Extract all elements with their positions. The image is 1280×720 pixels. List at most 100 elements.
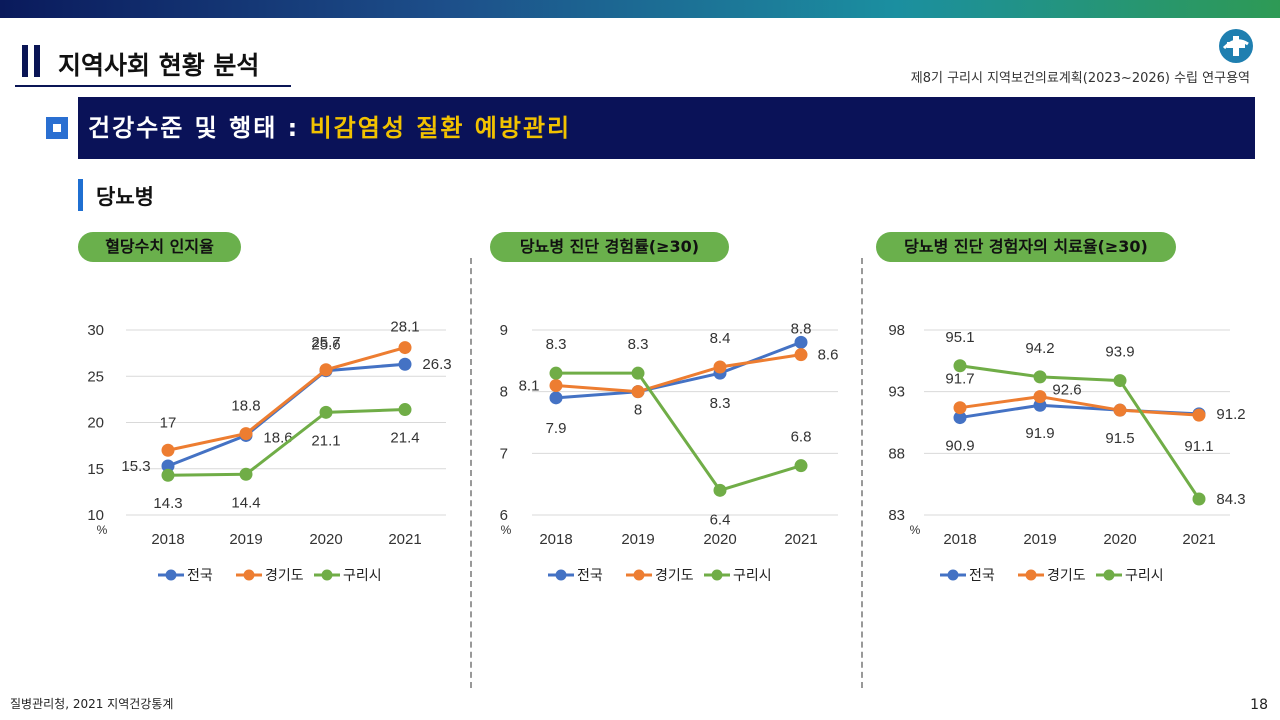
- x-tick-label: 2019: [1023, 531, 1056, 548]
- data-label: 14.3: [153, 495, 182, 512]
- data-label: 8: [634, 402, 642, 419]
- series-line-1: [959, 395, 1200, 417]
- data-point: [1033, 370, 1047, 384]
- x-tick-label: 2019: [229, 531, 262, 548]
- data-label: 25.7: [311, 334, 340, 351]
- data-point: [398, 403, 412, 417]
- data-label: 93.9: [1105, 344, 1134, 361]
- data-label: 91.9: [1025, 425, 1054, 442]
- data-label: 84.3: [1216, 491, 1245, 508]
- data-label: 8.6: [818, 347, 839, 364]
- data-point: [713, 483, 727, 497]
- legend-label: 전국: [577, 567, 603, 583]
- legend-swatch-marker: [633, 569, 645, 581]
- data-point: [161, 459, 175, 473]
- data-point: [549, 391, 563, 405]
- data-point: [319, 405, 333, 419]
- x-tick-label: 2018: [943, 531, 976, 548]
- data-label: 18.6: [263, 429, 292, 446]
- y-tick-label: 83: [888, 507, 905, 524]
- data-label: 8.3: [710, 395, 731, 412]
- data-label: 91.2: [1216, 406, 1245, 423]
- logo-icon: [1219, 29, 1253, 63]
- y-unit-label: %: [97, 523, 108, 537]
- data-label: 8.3: [546, 336, 567, 353]
- source-note: 질병관리청, 2021 지역건강통계: [10, 697, 174, 711]
- data-point: [953, 411, 967, 425]
- x-tick-label: 2020: [1103, 531, 1136, 548]
- series-line-1: [555, 353, 802, 394]
- y-tick-label: 98: [888, 322, 905, 339]
- legend-swatch-marker: [165, 569, 177, 581]
- y-tick-label: 10: [87, 507, 104, 524]
- chart3-title-pill: 당뇨병 진단 경험자의 치료율(≥30): [876, 232, 1176, 262]
- legend-swatch-marker: [243, 569, 255, 581]
- data-point: [161, 468, 175, 482]
- data-label: 92.6: [1052, 382, 1081, 399]
- data-point: [319, 363, 333, 377]
- data-point: [398, 357, 412, 371]
- page-number: 18: [1250, 697, 1268, 713]
- data-label: 91.7: [945, 371, 974, 388]
- x-tick-label: 2018: [151, 531, 184, 548]
- series-line-2: [959, 364, 1201, 500]
- data-label: 6.8: [791, 429, 812, 446]
- data-label: 8.3: [628, 336, 649, 353]
- data-point: [1113, 374, 1127, 388]
- data-label: 14.4: [231, 494, 260, 511]
- y-unit-label: %: [501, 523, 512, 537]
- legend-swatch-marker: [1025, 569, 1037, 581]
- chart2-title-pill: 당뇨병 진단 경험률(≥30): [490, 232, 729, 262]
- data-point: [161, 443, 175, 457]
- legend-label: 경기도: [1047, 567, 1086, 583]
- legend-swatch-marker: [711, 569, 723, 581]
- legend-label: 구리시: [733, 567, 772, 583]
- legend-label: 구리시: [1125, 567, 1164, 583]
- data-point: [953, 401, 967, 415]
- data-label: 28.1: [390, 319, 419, 336]
- data-point: [794, 348, 808, 362]
- series-line-2: [167, 408, 406, 477]
- topic-banner: 건강수준 및 행태 : 비감염성 질환 예방관리: [78, 97, 1255, 159]
- data-label: 8.8: [791, 320, 812, 337]
- subtitle-marker: [78, 179, 83, 211]
- x-tick-label: 2018: [539, 531, 572, 548]
- section-marker-icon: [22, 45, 42, 77]
- y-tick-label: 15: [87, 461, 104, 478]
- data-point: [549, 379, 563, 392]
- subtitle: 당뇨병: [96, 185, 154, 209]
- data-label: 18.8: [231, 398, 260, 415]
- data-label: 15.3: [121, 458, 150, 475]
- data-label: 26.3: [422, 356, 451, 373]
- legend-label: 전국: [969, 567, 995, 583]
- data-label: 6.4: [710, 511, 731, 528]
- data-point: [953, 359, 967, 373]
- section-title: 지역사회 현황 분석: [58, 51, 260, 80]
- y-tick-label: 20: [87, 415, 104, 432]
- banner-marker-icon: [46, 117, 68, 139]
- banner-prefix: 건강수준 및 행태 :: [88, 114, 310, 142]
- divider-left: [470, 258, 472, 688]
- chart-diabetes-treatment-rate: 83 88 93 98% 2018 2019 2020 2021 90.9 91.9 91.5 91.…: [888, 322, 1245, 583]
- y-tick-label: 88: [888, 445, 905, 462]
- data-label: 17: [160, 414, 177, 431]
- x-tick-label: 2020: [703, 531, 736, 548]
- data-label: 8.4: [710, 330, 731, 347]
- x-tick-label: 2021: [1182, 531, 1215, 548]
- legend-label: 전국: [187, 567, 213, 583]
- data-label: 7.9: [546, 420, 567, 437]
- data-point: [398, 341, 412, 355]
- legend-label: 구리시: [343, 567, 382, 583]
- y-tick-label: 6: [500, 507, 508, 524]
- data-point: [631, 366, 645, 380]
- legend-label: 경기도: [265, 567, 304, 583]
- data-label: 25.6: [311, 337, 340, 354]
- chart1-title-pill: 혈당수치 인지율: [78, 232, 241, 262]
- data-point: [239, 427, 253, 441]
- data-point: [1192, 408, 1206, 422]
- data-point: [713, 360, 727, 374]
- data-point: [239, 467, 253, 481]
- data-label: 95.1: [945, 329, 974, 346]
- series-line-1: [167, 346, 406, 452]
